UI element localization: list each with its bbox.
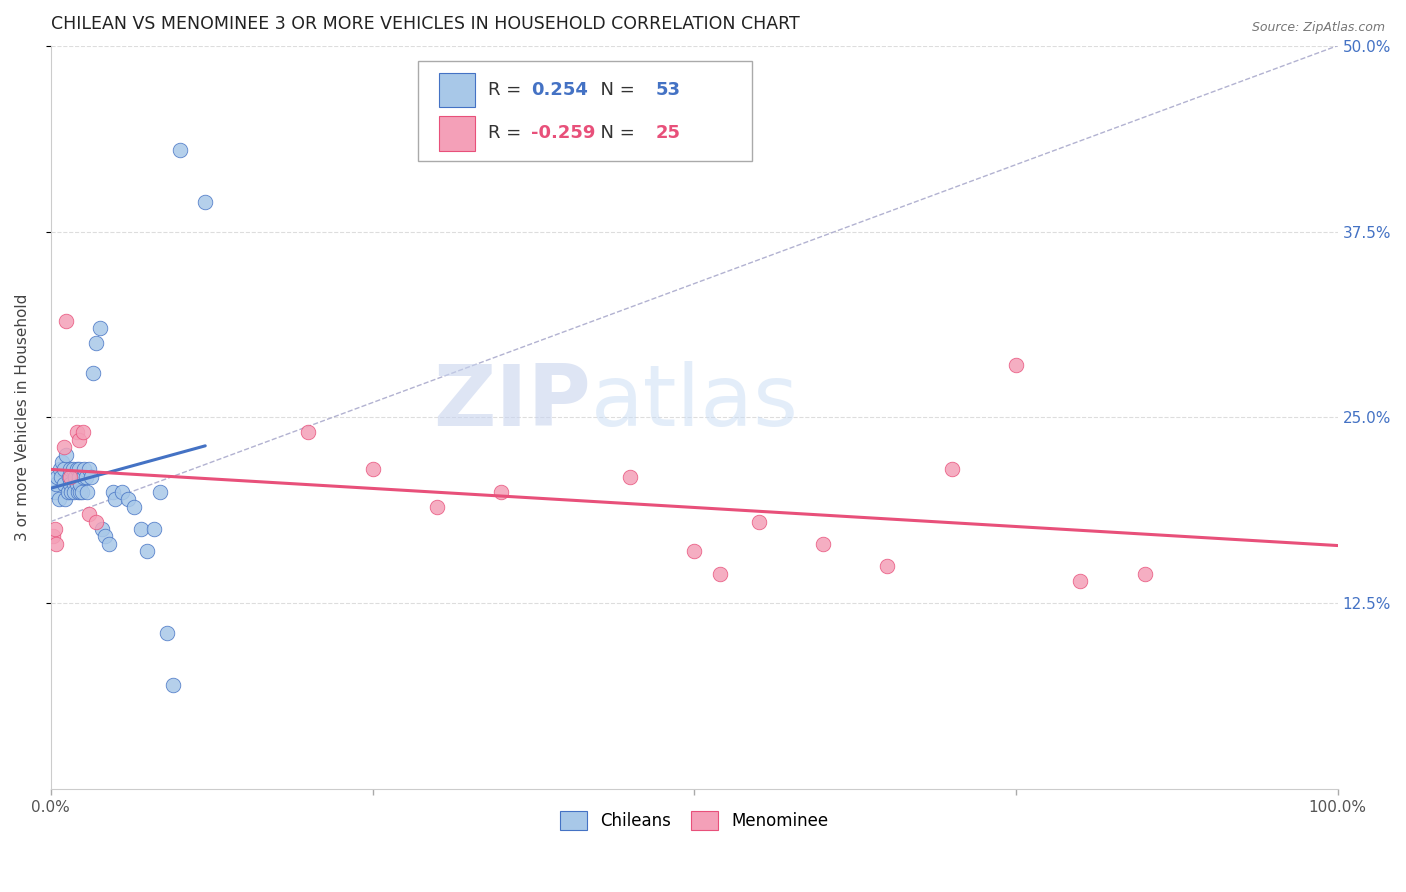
Point (748, 515, 770, 529)
Point (124, 500, 146, 514)
Point (55, 448, 77, 462)
Text: 53: 53 (655, 81, 681, 99)
Point (89, 321, 111, 335)
Point (149, 484, 172, 499)
Point (63, 477, 86, 491)
Point (811, 537, 834, 551)
Point (67, 470, 90, 484)
Point (1005, 359, 1028, 373)
Point (1133, 566, 1156, 581)
Text: CHILEAN VS MENOMINEE 3 OR MORE VEHICLES IN HOUSEHOLD CORRELATION CHART: CHILEAN VS MENOMINEE 3 OR MORE VEHICLES … (51, 15, 800, 33)
Point (84, 336, 107, 351)
Text: -0.259: -0.259 (531, 124, 595, 143)
Y-axis label: 3 or more Vehicles in Household: 3 or more Vehicles in Household (15, 293, 30, 541)
Point (51, 455, 73, 469)
Point (94, 529, 117, 543)
Point (72, 425, 94, 440)
Text: 0.254: 0.254 (531, 81, 588, 99)
Point (73, 462, 96, 476)
Point (876, 559, 898, 574)
Text: atlas: atlas (592, 361, 799, 444)
Point (44, 522, 66, 536)
Point (53, 492, 76, 507)
Point (82, 366, 104, 380)
Text: ZIP: ZIP (433, 361, 592, 444)
Point (44, 484, 66, 499)
Legend: Chileans, Menominee: Chileans, Menominee (554, 804, 835, 837)
Point (110, 484, 132, 499)
Text: N =: N = (589, 124, 640, 143)
Point (941, 462, 963, 476)
Point (683, 544, 706, 558)
Point (60, 484, 83, 499)
Point (66, 484, 89, 499)
Point (65, 425, 87, 440)
Point (76, 484, 98, 499)
Point (162, 678, 184, 692)
Point (91, 522, 114, 536)
Point (52, 440, 75, 454)
Point (45, 537, 67, 551)
FancyBboxPatch shape (418, 61, 752, 161)
Point (67, 462, 90, 476)
Point (65, 477, 87, 491)
Point (59, 477, 82, 491)
Point (129, 522, 152, 536)
Text: R =: R = (488, 81, 527, 99)
Point (361, 462, 384, 476)
Point (142, 522, 165, 536)
Point (79, 507, 101, 521)
Point (58, 470, 80, 484)
Text: Source: ZipAtlas.com: Source: ZipAtlas.com (1251, 21, 1385, 34)
Point (194, 194, 217, 209)
Text: 25: 25 (655, 124, 681, 143)
Point (297, 425, 319, 440)
Point (49, 462, 72, 476)
Text: R =: R = (488, 124, 527, 143)
Point (80, 470, 103, 484)
Point (709, 566, 731, 581)
Point (52, 477, 75, 491)
Point (117, 492, 139, 507)
Point (70, 484, 93, 499)
Point (52, 462, 75, 476)
Point (65, 470, 87, 484)
FancyBboxPatch shape (440, 73, 475, 107)
Point (63, 484, 86, 499)
Point (75, 470, 97, 484)
Point (56, 484, 79, 499)
Point (65, 462, 87, 476)
Point (55, 314, 77, 328)
Point (426, 500, 449, 514)
Point (136, 544, 159, 558)
Point (84, 515, 107, 529)
Point (619, 470, 641, 484)
Point (156, 626, 179, 640)
Point (62, 462, 84, 476)
Point (101, 484, 124, 499)
Point (46, 470, 69, 484)
Point (169, 143, 191, 157)
Point (59, 462, 82, 476)
Point (59, 470, 82, 484)
Point (104, 492, 127, 507)
Point (489, 484, 512, 499)
Point (69, 477, 91, 491)
Point (49, 470, 72, 484)
FancyBboxPatch shape (440, 116, 475, 151)
Point (79, 462, 101, 476)
Text: N =: N = (589, 81, 640, 99)
Point (45, 477, 67, 491)
Point (97, 537, 120, 551)
Point (1069, 574, 1091, 588)
Point (72, 470, 94, 484)
Point (69, 484, 91, 499)
Point (42, 529, 65, 543)
Point (48, 492, 70, 507)
Point (67, 433, 90, 447)
